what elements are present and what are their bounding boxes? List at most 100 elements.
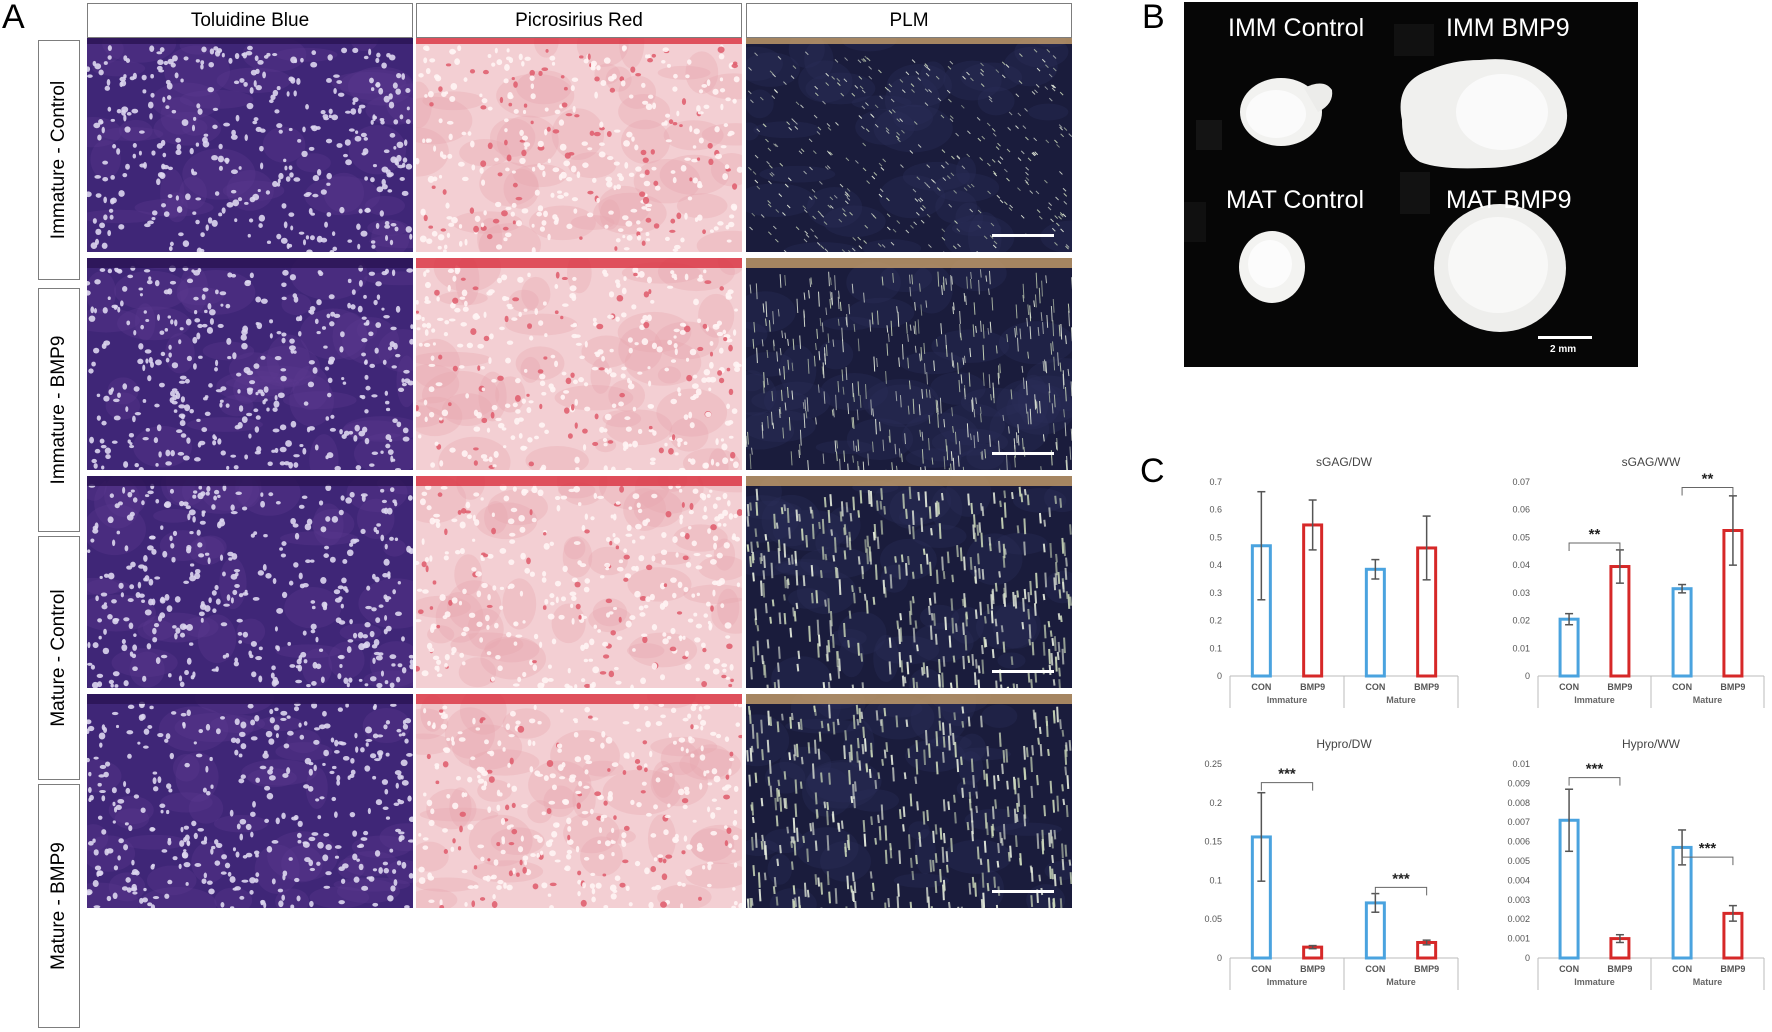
imm-bmp9-explant: [1400, 59, 1568, 169]
x-tick-label: BMP9: [1720, 682, 1745, 692]
y-tick-label: 0.15: [1204, 837, 1222, 847]
column-header-plm: PLM: [746, 3, 1072, 38]
explant-photo: IMM Control IMM BMP9 MAT Control MAT BMP…: [1184, 2, 1638, 367]
scale-bar: [1538, 336, 1592, 339]
chart-sgag-ww: sGAG/WW 0 0.01 0.02 0.03 0.04 0.05 0.06 0.07 CON B…: [1474, 452, 1772, 729]
row-header-label: Mature - BMP9: [48, 842, 69, 970]
scale-bar: [992, 890, 1054, 893]
explant-photo-graphic: [1184, 2, 1638, 367]
significance-label: ***: [1392, 870, 1410, 887]
bar: [1558, 617, 1580, 678]
significance-label: **: [1589, 526, 1601, 543]
row-header-label: Mature - Control: [48, 589, 69, 727]
row-header-mature-control: Mature - Control: [38, 536, 80, 780]
micrograph-tile: [416, 694, 742, 908]
significance-bracket: [1568, 777, 1621, 786]
significance-label: ***: [1586, 761, 1604, 778]
micrograph-tile: [87, 258, 413, 470]
y-tick-label: 0.05: [1512, 532, 1530, 542]
chart-title: Hypro/DW: [1316, 737, 1372, 751]
chart-hypro-ww: Hypro/WW 0 0.001 0.002 0.003 0.004 0.005 0.006 0…: [1474, 734, 1772, 1011]
y-tick-label: 0.4: [1209, 560, 1222, 570]
group-label: Mature: [1693, 977, 1723, 987]
significance-label: ***: [1699, 840, 1717, 857]
y-tick-label: 0.008: [1507, 798, 1530, 808]
y-tick-label: 0.009: [1507, 778, 1530, 788]
chart-hypro-dw-svg: Hypro/DW 0 0.05 0.1 0.15 0.2 0.25 CON BMP9 CON BMP…: [1204, 737, 1459, 990]
y-tick-label: 0.5: [1209, 532, 1222, 542]
micrograph-tile: [416, 476, 742, 688]
row-header-immature-control: Immature - Control: [38, 40, 80, 280]
chart-title: sGAG/WW: [1622, 455, 1681, 469]
x-tick-label: BMP9: [1300, 964, 1325, 974]
imm-control-label: IMM Control: [1228, 14, 1365, 42]
panel-letter-c: C: [1140, 452, 1165, 490]
micrograph-tile: [746, 476, 1072, 688]
significance-label: **: [1702, 471, 1714, 488]
group-label: Immature: [1267, 977, 1308, 987]
imm-bmp9-label: IMM BMP9: [1446, 14, 1570, 42]
bar: [1364, 567, 1386, 678]
mat-control-explant: [1239, 231, 1305, 303]
mat-bmp9-label: MAT BMP9: [1446, 186, 1572, 214]
y-tick-label: 0.2: [1209, 616, 1222, 626]
scale-bar: [992, 234, 1054, 237]
significance-bracket: [1681, 487, 1734, 496]
scale-bar: [992, 452, 1054, 455]
group-label: Immature: [1267, 695, 1308, 705]
x-tick-label: CON: [1672, 682, 1692, 692]
mat-bmp9-explant: [1434, 204, 1566, 332]
chart-sgag-dw-svg: sGAG/DW 0 0.1 0.2 0.3 0.4 0.5 0.6 0.7 CON BMP9 CON B…: [1209, 455, 1459, 708]
row-header-immature-bmp9: Immature - BMP9: [38, 288, 80, 532]
chart-sgag-ww-svg: sGAG/WW 0 0.01 0.02 0.03 0.04 0.05 0.06 0.07 CON B…: [1512, 455, 1765, 708]
y-tick-label: 0: [1217, 953, 1222, 963]
panel-letter-a: A: [2, 0, 25, 36]
significance-bracket: [1568, 542, 1621, 551]
group-label: Mature: [1693, 695, 1723, 705]
scale-bar: [992, 670, 1054, 673]
y-tick-label: 0.001: [1507, 934, 1530, 944]
x-tick-label: CON: [1251, 964, 1271, 974]
y-tick-label: 0.01: [1512, 759, 1530, 769]
bar: [1671, 587, 1693, 678]
x-tick-label: BMP9: [1414, 964, 1439, 974]
y-tick-label: 0.3: [1209, 588, 1222, 598]
significance-bracket: [1374, 886, 1428, 896]
y-tick-label: 0.1: [1209, 643, 1222, 653]
chart-hypro-ww-svg: Hypro/WW 0 0.001 0.002 0.003 0.004 0.005 0.006 0…: [1507, 737, 1765, 990]
x-tick-label: BMP9: [1607, 682, 1632, 692]
y-tick-label: 0.03: [1512, 588, 1530, 598]
y-tick-label: 0.005: [1507, 856, 1530, 866]
x-tick-label: CON: [1251, 682, 1271, 692]
row-header-mature-bmp9: Mature - BMP9: [38, 784, 80, 1028]
y-tick-label: 0.02: [1512, 616, 1530, 626]
column-header-toluidine-blue: Toluidine Blue: [87, 3, 413, 38]
scale-bar-label: 2 mm: [1550, 344, 1577, 355]
chart-title: Hypro/WW: [1622, 737, 1681, 751]
column-header-picrosirius-red: Picrosirius Red: [416, 3, 742, 38]
y-tick-label: 0: [1525, 671, 1530, 681]
group-label: Mature: [1386, 695, 1416, 705]
y-tick-label: 0.06: [1512, 505, 1530, 515]
row-header-label: Immature - Control: [48, 80, 69, 240]
micrograph-tile: [416, 258, 742, 470]
chart-hypro-dw: Hypro/DW 0 0.05 0.1 0.15 0.2 0.25 CON BMP9 CON BMP…: [1166, 734, 1466, 1011]
imm-control-explant: [1240, 78, 1333, 146]
y-tick-label: 0.002: [1507, 914, 1530, 924]
y-tick-label: 0.007: [1507, 817, 1530, 827]
x-tick-label: CON: [1559, 964, 1579, 974]
y-tick-label: 0.01: [1512, 643, 1530, 653]
y-tick-label: 0.07: [1512, 477, 1530, 487]
row-header-label: Immature - BMP9: [48, 335, 69, 485]
micrograph-tile: [87, 38, 413, 252]
group-label: Immature: [1574, 977, 1615, 987]
y-tick-label: 0.004: [1507, 875, 1530, 885]
x-tick-label: BMP9: [1300, 682, 1325, 692]
micrograph-tile: [746, 38, 1072, 252]
y-tick-label: 0.1: [1209, 875, 1222, 885]
micrograph-tile: [746, 694, 1072, 908]
x-tick-label: BMP9: [1607, 964, 1632, 974]
chart-sgag-dw: sGAG/DW 0 0.1 0.2 0.3 0.4 0.5 0.6 0.7 CON BMP9 CON B…: [1166, 452, 1466, 729]
micrograph-tile: [87, 694, 413, 908]
x-tick-label: BMP9: [1414, 682, 1439, 692]
